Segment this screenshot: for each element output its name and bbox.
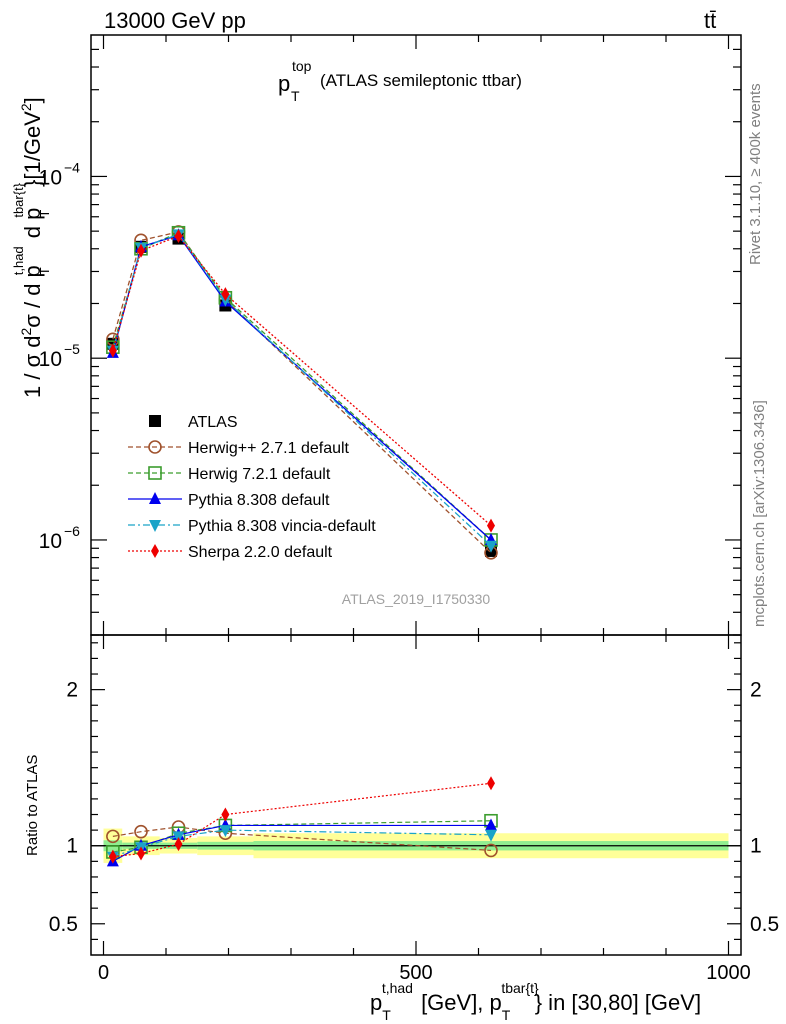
legend-marker: [151, 544, 159, 558]
legend-entry: Herwig++ 2.7.1 default: [128, 440, 350, 457]
svg-text:pTt,had [GeV], pTtbar{t}} in [: pTt,had [GeV], pTtbar{t}} in [30,80] [Ge…: [370, 980, 701, 1023]
series-herwig-2-7-1-default: [106, 225, 498, 858]
header-process-label: tt̄: [704, 8, 716, 33]
legend-entry: ATLAS: [149, 414, 238, 431]
data-point: [137, 243, 145, 258]
ratio-point: [108, 849, 117, 864]
y-tick-exponent: −6: [64, 523, 80, 539]
ratio-point: [485, 818, 497, 831]
legend: ATLAS Herwig++ 2.7.1 default Herwig 7.2.1 …: [128, 414, 376, 561]
x-tick-label: 500: [399, 962, 432, 984]
legend-label: Sherpa 2.2.0 default: [188, 544, 333, 561]
header-energy-label: 13000 GeV pp: [104, 8, 246, 33]
legend-label: Herwig++ 2.7.1 default: [188, 440, 350, 457]
ratio-tick-label: 2: [66, 679, 78, 702]
ratio-point: [484, 843, 498, 858]
ratio-point: [134, 824, 148, 839]
data-point: [485, 540, 497, 553]
plot-title-sup: top: [292, 58, 312, 74]
legend-marker: [148, 466, 162, 480]
series-sherpa-2-2-0-default: [108, 229, 495, 864]
legend-entry: Pythia 8.308 vincia-default: [128, 518, 376, 535]
data-point: [221, 287, 230, 302]
legend-marker: [149, 415, 161, 427]
ratio-y-axis-label: Ratio to ATLAS: [24, 755, 41, 856]
series-herwig-7-2-1-default: [106, 225, 498, 859]
y-tick-label: 10: [39, 166, 62, 189]
legend-label: Herwig 7.2.1 default: [188, 466, 331, 483]
legend-entry: Pythia 8.308 default: [128, 492, 330, 509]
plot-title: (ATLAS semileptonic ttbar): [320, 71, 522, 90]
ratio-point: [106, 829, 120, 844]
x-tick-label: 0: [98, 962, 109, 984]
mcplots-credit-label: mcplots.cern.ch [arXiv:1306.3436]: [751, 400, 768, 627]
ratio-series-line: [112, 829, 492, 858]
x-tick-label: 1000: [706, 962, 751, 984]
series-layer: [106, 225, 498, 867]
legend-label: Pythia 8.308 default: [188, 492, 330, 509]
x-axis-label: pTt,had [GeV], pTtbar{t}} in [30,80] [Ge…: [370, 980, 701, 1023]
legend-marker: [148, 440, 162, 454]
ratio-point: [219, 825, 232, 838]
ratio-point: [137, 846, 145, 861]
legend-label: ATLAS: [188, 414, 238, 431]
y-tick-exponent: −4: [64, 159, 80, 175]
ratio-tick-label-right: 2: [750, 679, 762, 702]
data-point: [487, 518, 495, 533]
ratio-point: [174, 837, 183, 852]
y-tick-label: 10: [39, 348, 62, 371]
ratio-tick-label: 1: [66, 835, 78, 858]
ratio-tick-label-right: 1: [750, 835, 762, 858]
plot-title-sub: T: [291, 88, 300, 104]
legend-entry: Sherpa 2.2.0 default: [128, 544, 333, 561]
plot-title-main: p: [278, 71, 290, 96]
ratio-point: [487, 776, 495, 791]
ratio-plot-frame: [90, 634, 742, 956]
series-line: [112, 231, 492, 554]
ratio-tick-label-right: 0.5: [750, 913, 779, 936]
legend-marker: [149, 520, 161, 532]
ratio-point: [221, 807, 230, 822]
y-tick-exponent: −5: [64, 341, 80, 357]
ratio-tick-label: 0.5: [49, 913, 78, 936]
rivet-version-label: Rivet 3.1.10, ≥ 400k events: [747, 83, 764, 265]
ratio-point: [485, 829, 497, 842]
legend-label: Pythia 8.308 vincia-default: [188, 518, 376, 535]
y-tick-label: 10: [39, 530, 62, 553]
data-point: [108, 343, 117, 358]
data-point: [174, 229, 183, 244]
analysis-id-label: ATLAS_2019_I1750330: [342, 591, 491, 607]
legend-entry: Herwig 7.2.1 default: [128, 466, 331, 483]
legend-marker: [149, 492, 161, 504]
